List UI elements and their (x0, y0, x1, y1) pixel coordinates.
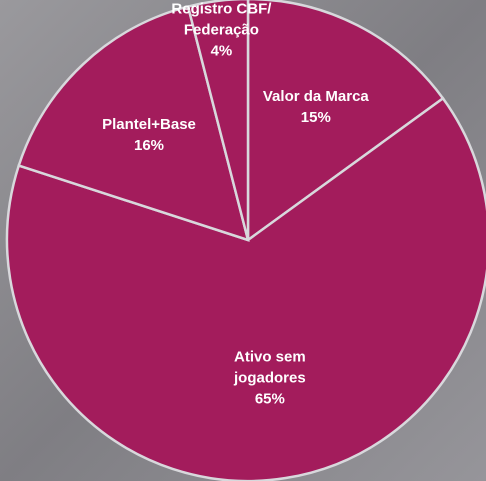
value-label: 16% (133, 136, 165, 154)
pie-slice (186, 0, 250, 241)
value-label: 4% (210, 42, 233, 60)
slice-label: Plantel+Base 16% (102, 114, 196, 156)
value-label: 65% (254, 390, 285, 408)
category-name: Plantel+Base (102, 115, 196, 133)
value-label: 15% (300, 108, 331, 126)
pie-slice (17, 5, 250, 242)
slice-label: Registro CBF/ Federação 4% (166, 0, 276, 61)
category-name: Ativo sem jogadores (234, 348, 306, 387)
category-name: Valor da Marca (262, 87, 369, 105)
category-name: Registro CBF/ Federação (171, 0, 272, 39)
slice-label: Valor da Marca 15% (263, 86, 369, 128)
pie-slice (246, 0, 445, 243)
slice-label: Ativo sem jogadores 65% (205, 347, 335, 410)
pie-slice (5, 96, 486, 481)
